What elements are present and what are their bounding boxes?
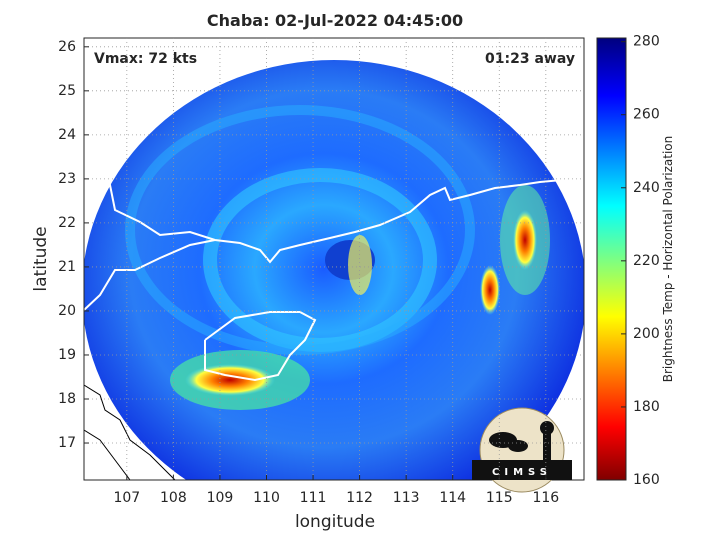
y-tick-label: 23	[58, 171, 76, 187]
x-tick-label: 115	[486, 490, 513, 506]
colorbar-tick-label: 280	[633, 34, 660, 50]
time-annotation: 01:23 away	[485, 51, 575, 67]
x-tick-label: 110	[253, 490, 280, 506]
colorbar-tick-label: 180	[633, 399, 660, 415]
y-tick-label: 18	[58, 391, 76, 407]
x-tick-label: 116	[532, 490, 559, 506]
y-tick-label: 17	[58, 435, 76, 451]
x-tick-label: 113	[393, 490, 420, 506]
colorbar-tick-label: 200	[633, 326, 660, 342]
y-tick-label: 26	[58, 39, 76, 55]
y-tick-label: 25	[58, 83, 76, 99]
x-axis-label: longitude	[295, 512, 375, 532]
satellite-image	[84, 38, 584, 480]
y-tick-label: 20	[58, 303, 76, 319]
y-tick-label: 24	[58, 127, 76, 143]
plot-frame	[83, 37, 585, 481]
x-tick-label: 112	[346, 490, 373, 506]
x-tick-label: 107	[113, 490, 140, 506]
colorbar-label: Brightness Temp - Horizontal Polarizatio…	[661, 136, 675, 383]
x-tick-label: 109	[207, 490, 234, 506]
y-tick-label: 22	[58, 215, 76, 231]
logo: CIMSS	[472, 407, 572, 493]
vmax-annotation: Vmax: 72 kts	[94, 51, 197, 67]
colorbar-tick-label: 240	[633, 180, 660, 196]
x-tick-label: 111	[300, 490, 327, 506]
y-tick-label: 21	[58, 259, 76, 275]
y-axis-label: latitude	[31, 226, 51, 291]
x-tick-label: 108	[160, 490, 187, 506]
colorbar	[596, 37, 627, 481]
colorbar-tick-label: 220	[633, 253, 660, 269]
y-tick-label: 19	[58, 347, 76, 363]
colorbar-tick-label: 260	[633, 107, 660, 123]
title: Chaba: 02-Jul-2022 04:45:00	[207, 11, 463, 30]
colorbar-tick-label: 160	[633, 472, 660, 488]
x-tick-label: 114	[439, 490, 466, 506]
logo-text: CIMSS	[492, 467, 552, 478]
